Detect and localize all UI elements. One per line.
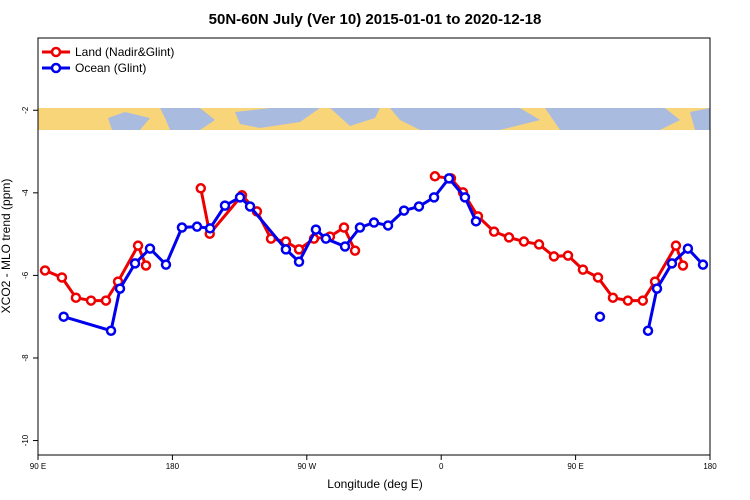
y-axis-label: XCO2 - MLO trend (ppm) [0,179,13,314]
x-axis-label: Longitude (deg E) [327,477,422,491]
point [637,295,649,306]
point [132,240,144,251]
map-strip [38,108,710,130]
y-tick-label: -2 [21,106,30,114]
point [114,283,126,294]
point [429,171,441,182]
point [85,295,97,306]
x-tick-label: 0 [439,462,444,471]
point [368,217,380,228]
point [670,240,682,251]
point [666,258,678,269]
point [204,223,216,234]
point [354,222,366,233]
plot-frame [37,37,711,456]
point [105,325,117,336]
point [320,233,332,244]
y-tick-label: -6 [21,271,30,279]
x-tick-label: 180 [703,462,717,471]
point [548,251,560,262]
point [293,244,305,255]
point [176,222,188,233]
point [413,201,425,212]
x-tick-label: 180 [166,462,180,471]
point [195,183,207,194]
point [642,325,654,336]
y-tick-label: -8 [21,354,30,362]
point [56,272,68,283]
point [607,292,619,303]
point [518,236,530,247]
point [651,283,663,294]
point [100,295,112,306]
point [191,221,203,232]
point [443,173,455,184]
point [533,239,545,250]
chart-title: 50N-60N July (Ver 10) 2015-01-01 to 2020… [209,11,542,28]
point [682,243,694,254]
legend-marker [50,62,62,74]
point [339,241,351,252]
point [293,256,305,268]
legend-label: Land (Nadir&Glint) [75,45,174,59]
y-tick-label: -10 [21,434,30,446]
point [428,192,440,203]
point [265,233,277,244]
point [244,201,256,212]
point [577,264,589,275]
point [349,245,361,256]
point [677,260,689,271]
point [338,222,350,233]
point [592,272,604,283]
point [160,259,172,270]
series-line [63,175,705,333]
point [382,220,394,231]
x-tick-label: 90 E [567,462,583,471]
point [280,244,292,255]
point [219,200,231,211]
point [144,243,156,254]
point [470,216,482,227]
point [140,260,152,271]
legend-label: Ocean (Glint) [75,61,146,75]
point [234,192,246,203]
point [129,258,141,269]
x-tick-label: 90 W [297,462,316,471]
point [39,265,51,276]
point [70,292,82,303]
x-tick-label: 90 E [30,462,46,471]
series-line [44,174,685,303]
point [697,259,709,270]
point [58,311,69,322]
point [398,205,410,216]
point [622,295,634,306]
point [562,250,574,261]
point [459,192,471,203]
point [503,232,515,243]
legend-marker [50,46,62,58]
point [594,311,606,322]
point [310,224,322,235]
point [488,226,500,237]
y-tick-label: -4 [21,189,30,197]
